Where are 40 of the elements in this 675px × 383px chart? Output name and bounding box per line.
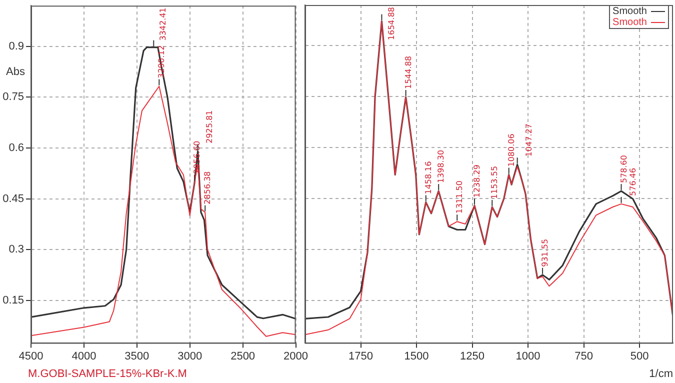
annotation: 1654.88: [386, 6, 396, 40]
x-axis-title: 1/cm: [649, 368, 673, 380]
y-tick-label: 0.9: [8, 40, 24, 52]
annotation: 1458.16: [424, 161, 433, 194]
annotation: 931.55: [540, 238, 550, 267]
x-tick-label: 750: [574, 350, 593, 362]
x-tick-label: 3500: [124, 350, 150, 362]
y-tick-label: 0.75: [2, 91, 24, 104]
x-tick-label: 3000: [178, 350, 202, 362]
annotation: 2956.60: [192, 140, 202, 174]
annotation: 1080.06: [506, 134, 516, 167]
annotation: 578.60: [619, 155, 628, 184]
x-tick-label: 4000: [72, 350, 96, 362]
annotation: 3342.41: [158, 8, 168, 41]
x-tick-label: 500: [630, 350, 649, 362]
annotation: 3290.12: [157, 45, 166, 78]
x-tick-label: 1500: [404, 350, 429, 362]
annotation: 2856.38: [203, 171, 212, 204]
x-tick-label: 2500: [230, 350, 256, 362]
y-tick-label: 0.45: [2, 192, 24, 205]
x-tick-label: 1750: [348, 350, 373, 362]
text: M.GOBI-SAMPLE-15%-KBr-K.M: [28, 368, 187, 380]
annotation: 2925.81: [204, 110, 214, 144]
annotation: 1153.55: [490, 166, 500, 199]
annotation: 576.46: [628, 168, 638, 196]
annotation: 1398.30: [436, 150, 446, 184]
annotation: 1311.50: [455, 180, 464, 214]
legend-label: Smooth: [612, 6, 647, 17]
annotation: 1238.29: [472, 164, 482, 198]
y-axis-title: Abs: [6, 66, 25, 78]
y-tick-label: 0.15: [2, 294, 24, 306]
y-tick-label: 0.6: [8, 142, 24, 154]
x-tick-label: 1000: [516, 350, 540, 362]
x-tick-label: 2000: [284, 350, 308, 362]
annotation: 1544.88: [404, 56, 413, 90]
x-tick-label: 1250: [460, 350, 485, 362]
legend-label: Smooth: [612, 17, 647, 28]
annotation: 1047.27: [524, 123, 534, 157]
y-tick-label: 0.3: [8, 244, 24, 256]
x-tick-label: 4500: [18, 350, 44, 362]
